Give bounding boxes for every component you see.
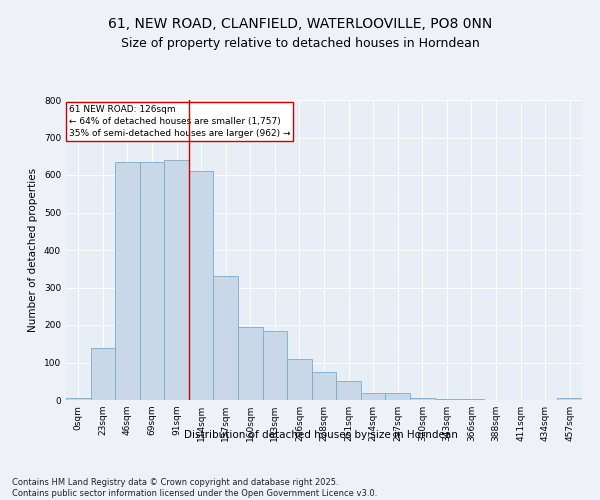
Bar <box>361 392 385 400</box>
Text: Contains HM Land Registry data © Crown copyright and database right 2025.
Contai: Contains HM Land Registry data © Crown c… <box>12 478 377 498</box>
Bar <box>336 381 361 400</box>
Bar <box>312 372 336 400</box>
Text: Distribution of detached houses by size in Horndean: Distribution of detached houses by size … <box>184 430 458 440</box>
Bar <box>459 399 484 400</box>
Bar <box>66 398 91 400</box>
Bar <box>287 359 312 400</box>
Bar <box>238 327 263 400</box>
Bar <box>140 162 164 400</box>
Text: 61, NEW ROAD, CLANFIELD, WATERLOOVILLE, PO8 0NN: 61, NEW ROAD, CLANFIELD, WATERLOOVILLE, … <box>108 18 492 32</box>
Bar <box>189 171 214 400</box>
Text: Size of property relative to detached houses in Horndean: Size of property relative to detached ho… <box>121 38 479 51</box>
Bar <box>385 392 410 400</box>
Bar <box>115 162 140 400</box>
Bar <box>557 398 582 400</box>
Bar <box>164 160 189 400</box>
Bar <box>263 330 287 400</box>
Bar <box>91 348 115 400</box>
Bar <box>410 398 434 400</box>
Y-axis label: Number of detached properties: Number of detached properties <box>28 168 38 332</box>
Text: 61 NEW ROAD: 126sqm
← 64% of detached houses are smaller (1,757)
35% of semi-det: 61 NEW ROAD: 126sqm ← 64% of detached ho… <box>68 104 290 138</box>
Bar <box>214 276 238 400</box>
Bar <box>434 399 459 400</box>
